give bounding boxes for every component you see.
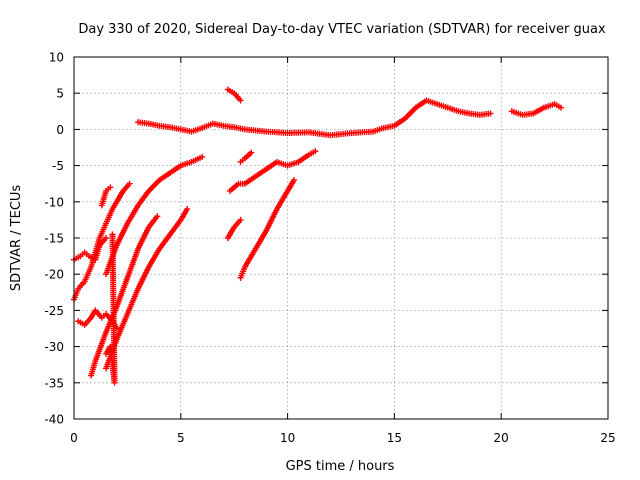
- y-axis-title: SDTVAR / TECUs: [9, 185, 24, 292]
- x-tick-label: 25: [600, 431, 615, 445]
- data-series: [135, 97, 494, 139]
- y-tick-label: -5: [52, 159, 64, 173]
- y-tick-label: -10: [44, 195, 64, 209]
- data-point: [107, 184, 114, 191]
- data-series: [237, 177, 298, 281]
- x-tick-label: 15: [387, 431, 402, 445]
- y-tick-label: -30: [44, 340, 64, 354]
- chart-title: Day 330 of 2020, Sidereal Day-to-day VTE…: [78, 22, 606, 37]
- data-point: [487, 110, 494, 117]
- y-tick-label: -20: [44, 268, 64, 282]
- x-tick-label: 5: [177, 431, 185, 445]
- y-tick-label: -40: [44, 413, 64, 427]
- data-point: [126, 180, 133, 187]
- data-point: [109, 231, 116, 238]
- data-series: [508, 101, 565, 118]
- y-tick-label: -35: [44, 376, 64, 390]
- x-axis-title: GPS time / hours: [286, 459, 395, 474]
- data-series: [226, 148, 319, 194]
- data-series: [224, 86, 244, 104]
- data-point: [154, 213, 161, 220]
- data-point: [184, 206, 191, 213]
- data-series: [71, 235, 110, 263]
- data-point: [237, 216, 244, 223]
- y-tick-label: 0: [56, 123, 64, 137]
- data-point: [199, 153, 206, 160]
- x-tick-label: 20: [494, 431, 509, 445]
- data-point: [291, 177, 298, 184]
- y-tick-label: -25: [44, 304, 64, 318]
- data-series: [103, 206, 191, 372]
- data-series: [224, 216, 244, 241]
- data-series: [237, 149, 255, 165]
- data-series: [98, 184, 114, 209]
- data-series: [103, 231, 118, 386]
- y-tick-label: -15: [44, 232, 64, 246]
- chart-grid: [74, 57, 608, 419]
- y-tick-label: 5: [56, 87, 64, 101]
- data-point: [312, 148, 319, 155]
- data-point: [558, 104, 565, 111]
- y-tick-label: 10: [49, 51, 64, 65]
- data-points: [71, 86, 565, 386]
- axis-ticks: 0 5 10 15 20 25 -40 -35 -30 -25 -20 -15 -10 -5 0 5 10: [44, 51, 615, 446]
- data-point: [237, 97, 244, 104]
- x-tick-label: 10: [280, 431, 295, 445]
- data-point: [248, 149, 255, 156]
- data-point: [103, 235, 110, 241]
- x-tick-label: 0: [70, 431, 78, 445]
